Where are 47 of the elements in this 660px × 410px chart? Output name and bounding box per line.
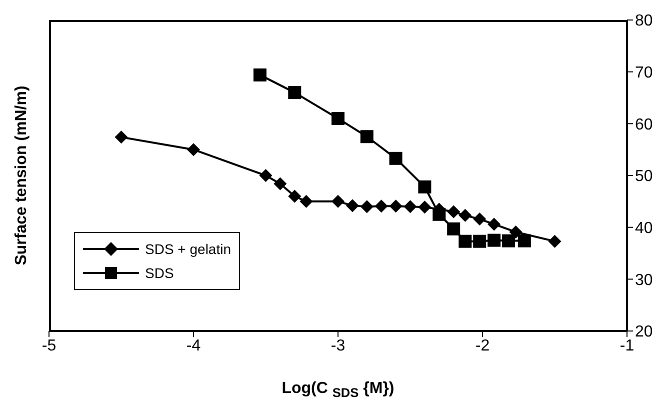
y-tick-label: 50 xyxy=(635,168,653,186)
point xyxy=(332,194,344,208)
x-tick-label: -3 xyxy=(330,337,346,354)
point xyxy=(259,169,272,182)
y-tick-label: 60 xyxy=(635,116,653,134)
point xyxy=(502,234,516,248)
y-axis-title: Surface tension (mN/m) xyxy=(13,86,30,266)
y-tick-label: 40 xyxy=(635,220,653,238)
point xyxy=(288,86,302,100)
point xyxy=(447,222,460,236)
point xyxy=(518,234,531,248)
point xyxy=(300,194,313,208)
point xyxy=(187,143,200,156)
point xyxy=(389,200,402,213)
x-tick-label: -1 xyxy=(620,337,634,354)
y-tick-label: 30 xyxy=(635,272,653,289)
y-tick-label: 20 xyxy=(635,324,653,341)
y-tick-label: 80 xyxy=(635,12,653,30)
y-tick-label: 70 xyxy=(635,64,653,82)
point xyxy=(360,130,374,144)
point xyxy=(488,218,501,231)
legend-label: SDS + gelatin xyxy=(145,241,231,257)
point xyxy=(360,200,374,214)
point xyxy=(253,68,266,82)
point xyxy=(488,234,501,247)
point xyxy=(374,200,388,213)
point xyxy=(274,177,287,190)
point xyxy=(389,152,402,165)
x-tick-label: -4 xyxy=(186,337,201,354)
point xyxy=(332,112,344,125)
point xyxy=(458,234,472,248)
point xyxy=(548,234,562,248)
x-axis-title: Log(C $_{SDS}$ {M}) xyxy=(282,380,394,400)
point xyxy=(447,205,460,218)
point xyxy=(288,190,302,203)
point xyxy=(473,234,486,248)
point xyxy=(404,200,417,214)
x-tick-label: -5 xyxy=(42,337,56,354)
point xyxy=(473,212,486,226)
point xyxy=(346,199,359,212)
point xyxy=(458,208,472,222)
point xyxy=(509,226,522,238)
point xyxy=(418,180,432,194)
x-tick-label: -2 xyxy=(475,337,490,354)
point xyxy=(418,200,432,214)
point xyxy=(114,130,128,144)
legend-label: SDS xyxy=(145,265,174,281)
